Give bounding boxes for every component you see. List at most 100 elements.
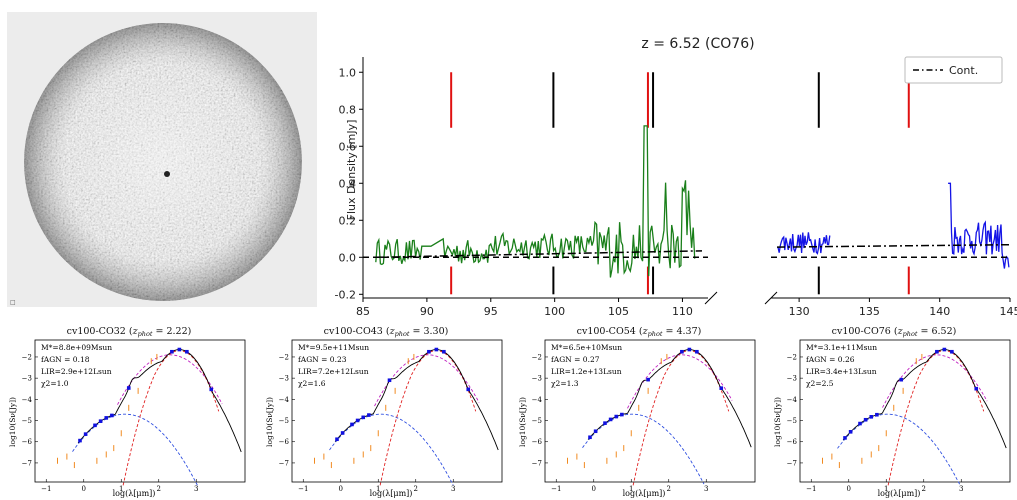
sed-x-tick-label: 2	[157, 485, 161, 493]
y-tick-label: 0.6	[339, 140, 357, 153]
sed-param: fAGN = 0.23	[298, 355, 347, 364]
spectrum-title: z = 6.52 (CO76)	[641, 36, 754, 52]
sed-ylabel: log10(Sν[Jy])	[518, 397, 527, 447]
y-tick-label: 0.0	[339, 251, 357, 264]
sed-param: χ2=1.3	[551, 379, 579, 388]
photometry-point	[466, 387, 471, 392]
sed-panel-co54: cv100-CO54 (zphot = 4.37) −1 0 1 2 3 −2 −3 −4 −5…	[518, 326, 756, 498]
image-corner-label: □	[10, 299, 16, 306]
sed-y-tick-label: −6	[22, 438, 33, 446]
photometry-point	[427, 349, 431, 354]
sed-param: M*=3.1e+11Msun	[806, 343, 877, 352]
sed-param: M*=9.5e+11Msun	[298, 343, 369, 352]
axis-break-mark	[704, 291, 718, 305]
photometry-point	[177, 347, 182, 352]
sed-y-tick-label: −5	[279, 417, 289, 425]
sed-y-tick-label: −4	[532, 396, 543, 404]
sed-x-tick-label: −1	[298, 485, 308, 493]
photometry-point	[104, 416, 109, 420]
photometry-point	[843, 436, 847, 440]
sed-param: LIR=1.2e+13Lsun	[551, 367, 622, 376]
spectrum-ylabel: Flux Density [mJy]	[345, 120, 358, 221]
sed-title: cv100-CO54 (zphot = 4.37)	[577, 326, 702, 338]
axis-break-mark	[764, 291, 778, 305]
photometry-point	[588, 435, 592, 440]
sed-frame	[291, 339, 503, 483]
sed-y-tick-label: −6	[787, 438, 798, 446]
x-tick-label: 145	[1000, 305, 1017, 318]
spectrum-series-green	[375, 125, 696, 278]
photometry-point	[335, 437, 339, 442]
continuum-line	[776, 243, 1011, 248]
sed-ylabel: log10(Sν[Jy])	[265, 397, 274, 447]
sed-panel-co32: cv100-CO32 (zphot = 2.22) −1 0 1 2 3 −2 −3 −4 −5…	[8, 326, 246, 498]
sed-y-tick-label: −6	[532, 438, 543, 446]
photometry-point	[719, 386, 724, 390]
sed-param: M*=6.5e+10Msun	[551, 343, 622, 352]
sed-x-tick-label: 1	[119, 485, 123, 493]
agn-component	[882, 354, 988, 408]
sed-ylabel: log10(Sν[Jy])	[8, 397, 17, 447]
sed-x-tick-label: 3	[959, 485, 963, 493]
photometry-point	[350, 422, 354, 427]
y-tick-label: 1.0	[339, 66, 357, 79]
sed-xlabel: log(λ[μm])	[623, 489, 666, 498]
total-model	[77, 349, 242, 453]
photometry-point	[367, 413, 371, 417]
x-tick-label: 95	[484, 305, 498, 318]
source-dot	[164, 171, 170, 177]
photometry-point	[355, 418, 360, 423]
photometry-point	[646, 377, 650, 382]
photometry-point	[98, 419, 103, 423]
sed-param: fAGN = 0.26	[806, 355, 855, 364]
sed-y-tick-label: −2	[787, 353, 797, 361]
photometry-point	[83, 432, 88, 436]
photometry-point	[899, 377, 904, 382]
y-tick-label: 0.4	[339, 177, 357, 190]
x-tick-label: 130	[789, 305, 810, 318]
sed-title: cv100-CO43 (zphot = 3.30)	[324, 326, 449, 338]
sed-y-tick-label: −3	[787, 375, 797, 383]
sed-x-tick-label: −1	[551, 485, 561, 493]
sed-param: χ2=2.5	[806, 379, 834, 388]
sed-x-tick-label: 1	[376, 485, 380, 493]
sed-x-tick-label: 1	[884, 485, 888, 493]
photometry-point	[185, 349, 189, 354]
sed-y-tick-label: −3	[22, 375, 32, 383]
sed-x-tick-label: 1	[629, 485, 633, 493]
photometry-point	[687, 347, 692, 352]
sed-param: LIR=2.9e+12Lsun	[41, 367, 112, 376]
sed-y-tick-label: −6	[279, 438, 290, 446]
stellar-component	[72, 413, 198, 486]
y-tick-label: 0.8	[339, 103, 357, 116]
photometry-point	[209, 387, 214, 392]
photometry-point	[126, 386, 131, 390]
sed-panel-co76: cv100-CO76 (zphot = 6.52) −1 0 1 2 3 −2 −3 −4 −5…	[773, 326, 1011, 498]
x-tick-label: 110	[672, 305, 693, 318]
sed-xlabel: log(λ[μm])	[113, 489, 156, 498]
sed-y-tick-label: −2	[22, 353, 32, 361]
photometry-point	[361, 415, 366, 420]
continuum-line	[375, 250, 703, 259]
x-tick-label: 85	[356, 305, 370, 318]
dust-component	[632, 350, 730, 486]
photometry-point	[848, 430, 853, 434]
photometry-point	[858, 421, 862, 426]
dust-component	[379, 350, 477, 486]
sed-y-tick-label: −3	[279, 375, 289, 383]
sed-y-tick-label: −7	[787, 459, 797, 467]
agn-component	[627, 354, 733, 409]
sed-param: fAGN = 0.18	[41, 355, 90, 364]
sed-y-tick-label: −7	[279, 459, 289, 467]
sed-x-tick-label: 3	[704, 485, 708, 493]
sed-frame	[34, 339, 246, 483]
photometry-point	[387, 378, 392, 383]
photometry-point	[950, 349, 954, 354]
photometry-point	[863, 417, 868, 422]
photometry-point	[434, 347, 439, 352]
sed-param: LIR=7.2e+12Lsun	[298, 367, 369, 376]
photometry-point	[442, 349, 446, 354]
photometry-point	[608, 417, 613, 422]
sed-y-tick-label: −3	[532, 375, 542, 383]
sed-title: cv100-CO76 (zphot = 6.52)	[832, 326, 957, 338]
